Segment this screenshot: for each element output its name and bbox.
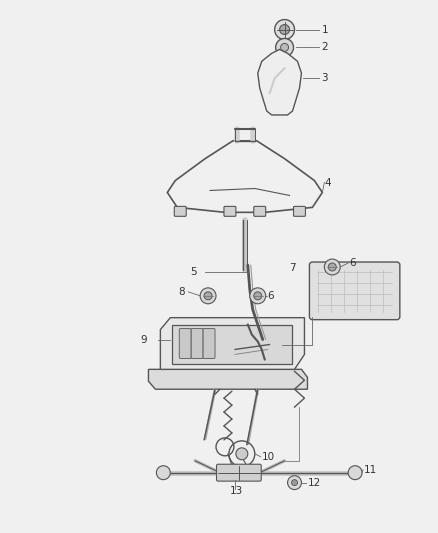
Text: 12: 12	[307, 478, 321, 488]
FancyBboxPatch shape	[174, 206, 186, 216]
Text: 7: 7	[290, 263, 296, 273]
Circle shape	[204, 292, 212, 300]
Text: 8: 8	[178, 287, 185, 297]
Circle shape	[254, 292, 262, 300]
Text: 10: 10	[262, 452, 275, 462]
Circle shape	[328, 263, 336, 271]
Circle shape	[288, 475, 301, 490]
Circle shape	[156, 466, 170, 480]
Polygon shape	[160, 318, 304, 369]
Text: 1: 1	[321, 25, 328, 35]
Polygon shape	[258, 50, 301, 115]
FancyBboxPatch shape	[191, 329, 203, 358]
FancyBboxPatch shape	[254, 206, 266, 216]
Circle shape	[200, 288, 216, 304]
Circle shape	[276, 38, 293, 56]
FancyBboxPatch shape	[224, 206, 236, 216]
FancyBboxPatch shape	[216, 464, 261, 481]
Text: 6: 6	[268, 291, 274, 301]
Text: 13: 13	[230, 486, 243, 496]
Text: 9: 9	[141, 335, 147, 344]
Circle shape	[250, 288, 266, 304]
Polygon shape	[148, 369, 307, 389]
FancyBboxPatch shape	[179, 329, 191, 358]
FancyBboxPatch shape	[293, 206, 305, 216]
Circle shape	[348, 466, 362, 480]
Text: 6: 6	[349, 258, 356, 268]
Text: 11: 11	[364, 465, 377, 475]
Text: 3: 3	[321, 73, 328, 83]
Circle shape	[292, 480, 297, 486]
Polygon shape	[167, 141, 322, 212]
FancyBboxPatch shape	[203, 329, 215, 358]
Circle shape	[324, 259, 340, 275]
Circle shape	[236, 448, 248, 460]
Polygon shape	[172, 325, 292, 365]
Circle shape	[279, 25, 290, 35]
Text: 2: 2	[321, 43, 328, 52]
Circle shape	[275, 20, 294, 39]
Text: 5: 5	[190, 267, 197, 277]
Circle shape	[281, 43, 289, 51]
Text: 4: 4	[324, 177, 331, 188]
FancyBboxPatch shape	[309, 262, 400, 320]
